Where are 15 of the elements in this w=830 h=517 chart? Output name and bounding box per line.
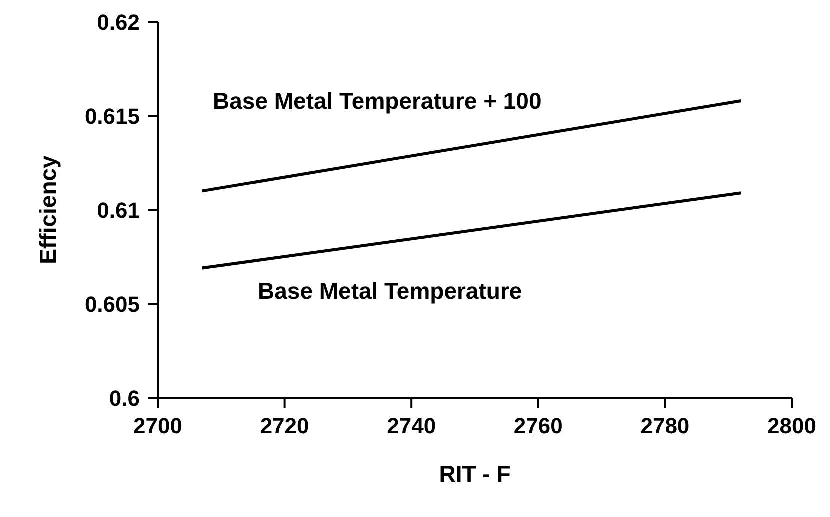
x-tick-label: 2800 <box>768 414 816 439</box>
y-tick-label: 0.605 <box>84 292 140 317</box>
y-tick-label: 0.61 <box>97 198 140 223</box>
x-axis-title: RIT - F <box>439 461 511 487</box>
x-tick-label: 2720 <box>260 414 310 439</box>
y-tick-label: 0.6 <box>109 386 140 411</box>
annotation: Base Metal Temperature + 100 <box>213 88 542 115</box>
annotation: Base Metal Temperature <box>258 278 522 305</box>
y-tick-label: 0.62 <box>97 10 140 35</box>
x-tick-label: 2780 <box>640 414 690 439</box>
x-tick-label: 2760 <box>514 414 563 439</box>
x-tick-label: 2740 <box>387 414 436 439</box>
y-tick-label: 0.615 <box>84 104 140 129</box>
x-tick-label: 2700 <box>134 414 182 439</box>
y-axis-title: Efficiency <box>35 155 62 264</box>
